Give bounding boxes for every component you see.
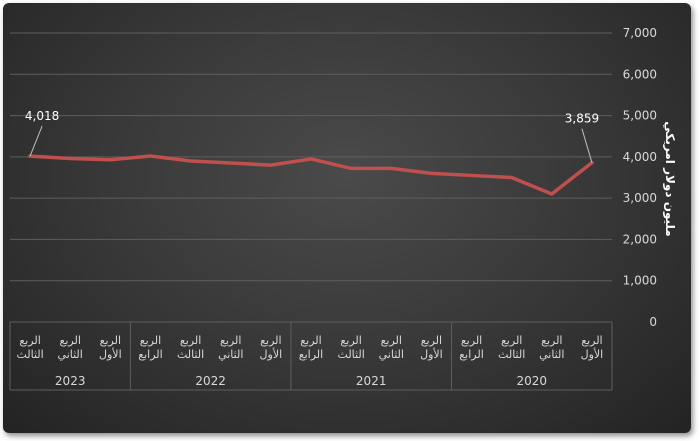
data-point	[470, 173, 474, 177]
data-label: 3,859	[565, 112, 599, 126]
series-layer	[28, 154, 594, 196]
y-tick-label: 1,000	[623, 274, 657, 288]
data-point	[229, 161, 233, 165]
x-tick-label: الربع الثالث	[498, 334, 525, 361]
y-tick-label: 6,000	[623, 67, 657, 81]
x-tick-label: الربع الثاني	[58, 334, 83, 361]
data-point	[510, 176, 514, 179]
x-tick-label: الربع الأول	[260, 334, 283, 361]
data-label: 4,018	[25, 109, 59, 123]
x-tick-label: الربع الأول	[99, 334, 122, 361]
x-tick-label: الربع الأول	[420, 334, 443, 361]
x-year-label: 2020	[516, 374, 547, 388]
y-tick-label: 5,000	[623, 109, 657, 123]
data-point	[349, 166, 353, 170]
x-tick-label: الربع الثالث	[338, 334, 365, 361]
data-point	[189, 159, 193, 163]
x-tick-label: الربع الرابع	[299, 334, 323, 361]
y-tick-label: 4,000	[623, 150, 657, 164]
data-point	[68, 157, 72, 161]
x-tick-label: الربع الأول	[581, 334, 604, 361]
x-year-label: 2022	[195, 374, 226, 388]
data-point	[429, 171, 433, 175]
x-tick-label: الربع الثالث	[16, 334, 43, 361]
x-axis: الربع الثالث الربع الثاني الربع الأول الربع الر…	[9, 321, 613, 391]
x-year-label: 2021	[356, 374, 387, 388]
y-tick-label: 2,000	[623, 232, 657, 246]
data-point	[550, 192, 554, 196]
data-point	[148, 154, 152, 158]
x-year-label: 2023	[55, 374, 86, 388]
x-tick-label: الربع الثالث	[177, 334, 204, 361]
x-tick-label: الربع الثاني	[379, 334, 404, 361]
x-tick-label: الربع الرابع	[138, 334, 162, 361]
y-axis: 0 1,000 2,000 3,000 4,000 5,000 6,000 7,000	[623, 26, 657, 329]
x-tick-label: الربع الثاني	[218, 334, 243, 361]
y-tick-label: 3,000	[623, 191, 657, 205]
x-tick-label: الربع الرابع	[459, 334, 483, 361]
data-point	[389, 166, 393, 170]
y-tick-label: 7,000	[623, 26, 657, 40]
y-axis-label: مليون دولار امريكي	[662, 121, 677, 236]
data-point	[108, 158, 112, 162]
series-line	[28, 154, 594, 196]
x-tick-label: الربع الثاني	[539, 334, 564, 361]
data-label-leader	[29, 125, 43, 157]
data-labels: 4,018 3,859	[25, 109, 599, 163]
gridlines	[10, 32, 612, 282]
y-tick-label: 0	[649, 315, 657, 329]
data-point	[269, 163, 273, 167]
data-point	[309, 157, 313, 161]
data-label-leader	[581, 128, 593, 163]
